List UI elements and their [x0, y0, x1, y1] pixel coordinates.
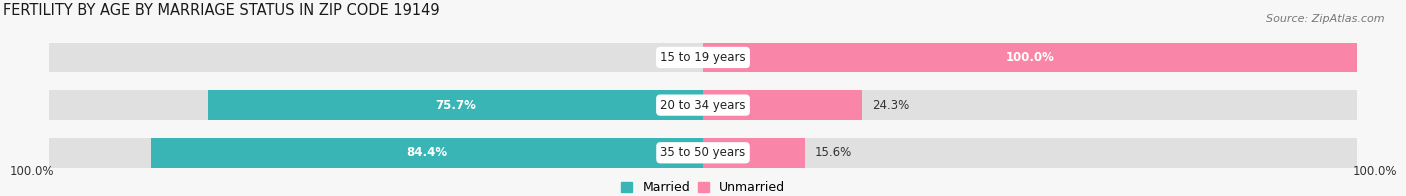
Text: 15.6%: 15.6% — [815, 146, 852, 159]
Text: 35 to 50 years: 35 to 50 years — [661, 146, 745, 159]
Bar — [703, 43, 1357, 72]
Bar — [703, 90, 862, 120]
Bar — [703, 43, 1357, 72]
Text: Source: ZipAtlas.com: Source: ZipAtlas.com — [1267, 14, 1385, 24]
Bar — [49, 43, 703, 72]
Text: 24.3%: 24.3% — [872, 99, 910, 112]
Bar — [150, 138, 703, 168]
Bar — [703, 90, 1357, 120]
Text: 20 to 34 years: 20 to 34 years — [661, 99, 745, 112]
Text: 15 to 19 years: 15 to 19 years — [661, 51, 745, 64]
Bar — [208, 90, 703, 120]
Bar — [49, 90, 703, 120]
Text: 75.7%: 75.7% — [434, 99, 475, 112]
Text: 0.0%: 0.0% — [664, 51, 693, 64]
Bar — [49, 138, 703, 168]
Text: 100.0%: 100.0% — [1353, 165, 1396, 178]
Text: 84.4%: 84.4% — [406, 146, 447, 159]
Bar — [703, 138, 806, 168]
Text: 100.0%: 100.0% — [10, 165, 53, 178]
Bar — [703, 138, 1357, 168]
Text: FERTILITY BY AGE BY MARRIAGE STATUS IN ZIP CODE 19149: FERTILITY BY AGE BY MARRIAGE STATUS IN Z… — [3, 3, 440, 18]
Text: 100.0%: 100.0% — [1005, 51, 1054, 64]
Legend: Married, Unmarried: Married, Unmarried — [621, 181, 785, 194]
